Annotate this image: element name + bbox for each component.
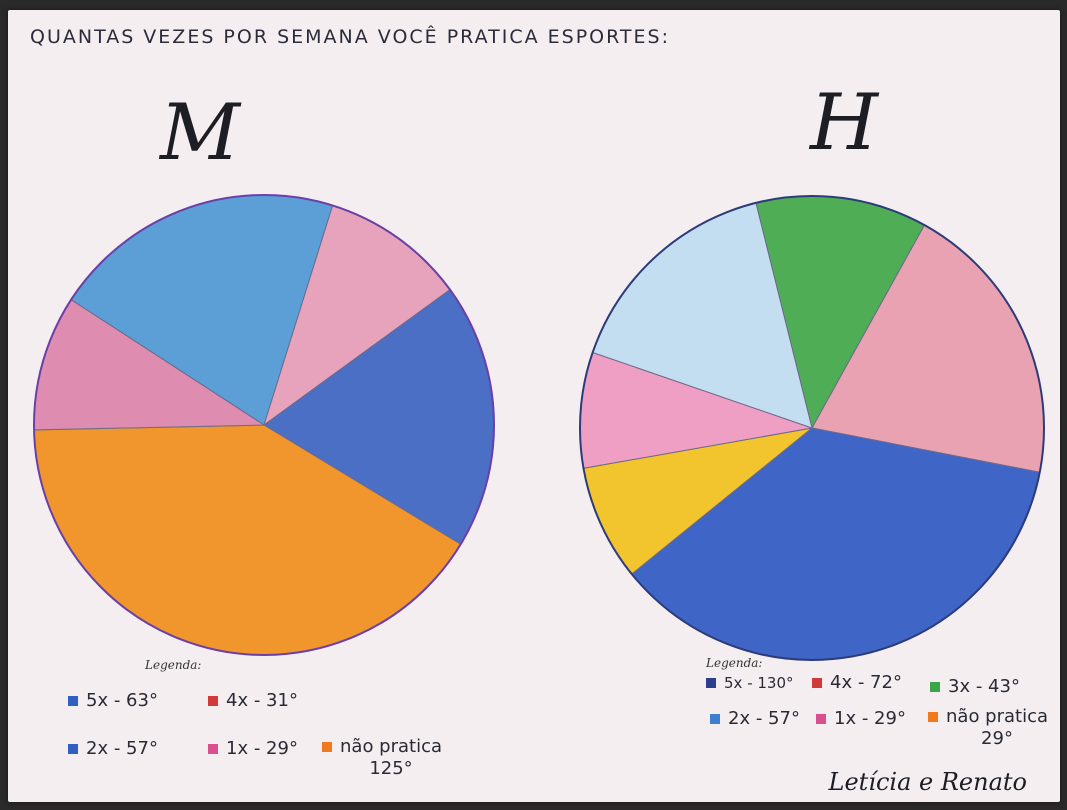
legend-swatch	[930, 681, 940, 692]
legend-item-h-nao-pratica: não pratica 29°	[928, 706, 1048, 750]
legend-item-h-4x: 4x - 72°	[812, 672, 902, 693]
legend-text: 4x - 31°	[226, 690, 298, 711]
legend-heading-h: Legenda:	[706, 656, 763, 670]
legend-swatch	[812, 677, 822, 688]
legend-item-m-5x: 5x - 63°	[68, 690, 158, 711]
pie-chart-h	[579, 195, 1045, 661]
legend-text: 3x - 43°	[948, 676, 1020, 697]
legend-swatch	[928, 712, 938, 722]
legend-swatch	[68, 695, 78, 706]
legend-text: 1x - 29°	[226, 738, 298, 759]
pie-outline-m	[33, 194, 495, 656]
legend-item-h-5x: 5x - 130°	[706, 674, 794, 692]
legend-swatch	[208, 695, 218, 706]
legend-text: não pratica	[946, 706, 1049, 727]
legend-swatch	[710, 713, 720, 724]
legend-text: 5x - 130°	[724, 674, 794, 692]
legend-text: 2x - 57°	[86, 738, 158, 759]
legend-swatch	[68, 743, 78, 754]
legend-swatch	[706, 678, 716, 688]
legend-text: 5x - 63°	[86, 690, 158, 711]
chart-title-m: M	[160, 88, 240, 178]
legend-text: não pratica	[340, 736, 443, 757]
signature: Letícia e Renato	[828, 768, 1027, 796]
legend-text: 4x - 72°	[830, 672, 902, 693]
legend-item-m-nao-pratica: não pratica 125°	[322, 736, 442, 780]
legend-item-m-1x: 1x - 29°	[208, 738, 298, 759]
legend-swatch	[208, 743, 218, 754]
legend-text: 2x - 57°	[728, 708, 800, 729]
legend-swatch	[816, 713, 826, 724]
legend-text-value: 125°	[369, 758, 413, 779]
legend-swatch	[322, 742, 332, 752]
pie-chart-m	[33, 194, 495, 656]
legend-item-h-2x: 2x - 57°	[710, 708, 800, 729]
legend-item-m-4x: 4x - 31°	[208, 690, 298, 711]
legend-item-m-2x: 2x - 57°	[68, 738, 158, 759]
legend-item-h-3x: 3x - 43°	[930, 676, 1020, 697]
legend-heading-m: Legenda:	[145, 658, 202, 672]
legend-text-value: 29°	[981, 728, 1013, 749]
chart-title-h: H	[810, 78, 879, 168]
pie-outline-h	[579, 195, 1045, 661]
legend-item-h-1x: 1x - 29°	[816, 708, 906, 729]
page-title: QUANTAS VEZES POR SEMANA VOCÊ PRATICA ES…	[30, 26, 671, 48]
legend-text: 1x - 29°	[834, 708, 906, 729]
